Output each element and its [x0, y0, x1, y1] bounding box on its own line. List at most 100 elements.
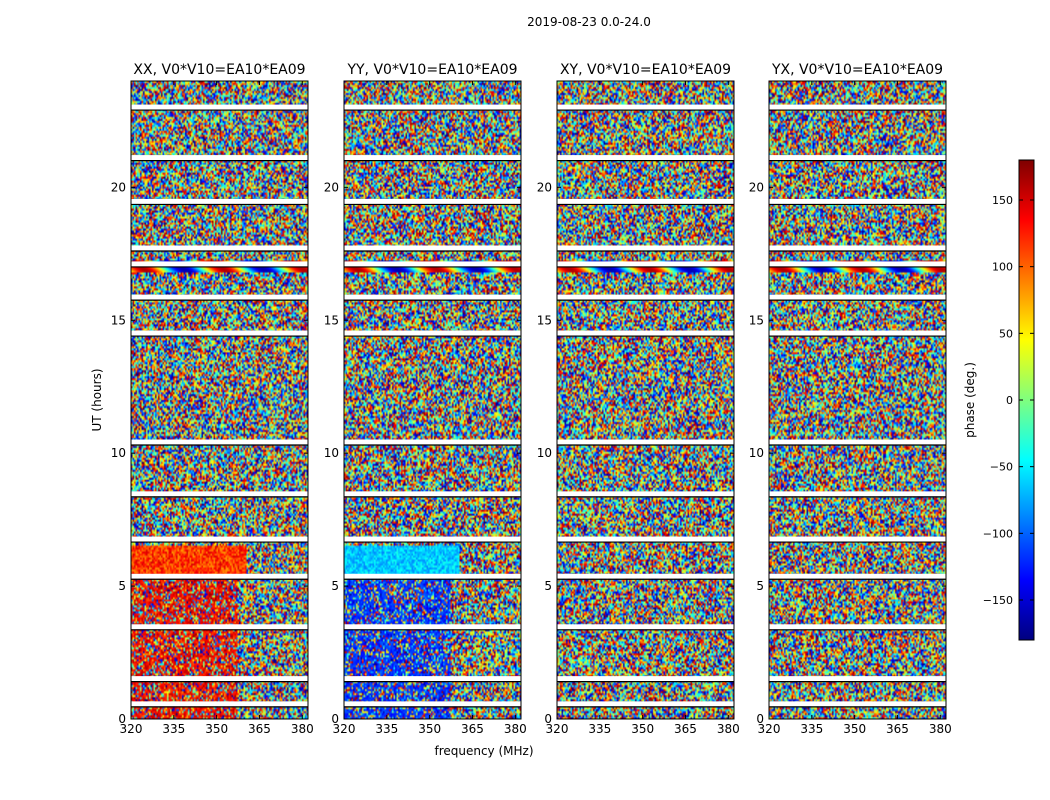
x-tick-label: 365: [461, 722, 484, 736]
x-tick-label: 350: [205, 722, 228, 736]
data-gap: [344, 439, 521, 445]
x-tick-label: 335: [162, 722, 185, 736]
x-tick-label: 320: [758, 722, 781, 736]
data-gap: [557, 676, 734, 682]
panel-yy: YY, V0*V10=EA10*EA09 320 335 350 365 380 0 5 10 1…: [324, 62, 527, 736]
colorbar-tick-label: 100: [992, 261, 1013, 274]
x-tick-label: 335: [588, 722, 611, 736]
data-gap: [344, 676, 521, 682]
colorbar-label: phase (deg.): [963, 362, 977, 438]
panel-xx: XX, V0*V10=EA10*EA09 320 335 350 365 380 0 5 10 1…: [111, 62, 314, 736]
data-gap: [131, 573, 308, 579]
y-tick-label: 10: [537, 446, 552, 460]
data-gap: [557, 330, 734, 336]
data-gap: [131, 676, 308, 682]
data-gap: [131, 491, 308, 497]
y-tick-label: 20: [537, 180, 552, 194]
data-gap: [557, 294, 734, 300]
y-tick-label: 5: [118, 579, 126, 593]
x-tick-label: 350: [631, 722, 654, 736]
data-gap: [769, 491, 946, 497]
panel-frame: [130, 80, 309, 720]
y-tick-label: 0: [544, 712, 552, 726]
data-gap: [769, 624, 946, 630]
x-tick-label: 380: [929, 722, 952, 736]
data-gap: [769, 198, 946, 204]
data-gap: [344, 573, 521, 579]
heatmap-image-xy: [557, 81, 734, 719]
x-tick-label: 365: [248, 722, 271, 736]
y-tick-label: 5: [544, 579, 552, 593]
data-gap: [131, 439, 308, 445]
x-tick-label: 320: [120, 722, 143, 736]
x-tick-label: 350: [418, 722, 441, 736]
x-tick-label: 380: [291, 722, 314, 736]
y-tick-label: 5: [756, 579, 764, 593]
y-tick-label: 10: [324, 446, 339, 460]
x-tick-label: 365: [886, 722, 909, 736]
x-axis-label: frequency (MHz): [434, 744, 533, 758]
data-gap: [769, 294, 946, 300]
data-gap: [557, 573, 734, 579]
y-tick-label: 0: [331, 712, 339, 726]
data-gap: [131, 536, 308, 542]
data-gap: [557, 536, 734, 542]
data-gap: [769, 439, 946, 445]
x-tick-label: 350: [843, 722, 866, 736]
panel-xy: XY, V0*V10=EA10*EA09 320 335 350 365 380 0 5 10 1…: [537, 62, 740, 736]
data-gap: [344, 491, 521, 497]
colorbar-tick-label: 50: [999, 327, 1013, 340]
data-gap: [557, 155, 734, 161]
colorbar-tick-label: 0: [1006, 394, 1013, 407]
data-gap: [557, 439, 734, 445]
data-gap: [769, 701, 946, 707]
data-gap: [557, 491, 734, 497]
data-gap: [131, 294, 308, 300]
x-tick-label: 320: [546, 722, 569, 736]
data-gap: [344, 701, 521, 707]
panel-title: YY, V0*V10=EA10*EA09: [346, 62, 517, 78]
figure-suptitle: 2019-08-23 0.0-24.0: [527, 15, 651, 29]
x-tick-label: 320: [333, 722, 356, 736]
data-gap: [131, 624, 308, 630]
colorbar-tick-label: −50: [990, 461, 1013, 474]
data-gap: [344, 294, 521, 300]
data-gap: [131, 155, 308, 161]
data-gap: [131, 104, 308, 110]
data-gap: [557, 261, 734, 267]
colorbar-tick-label: 150: [992, 194, 1013, 207]
y-tick-label: 5: [331, 579, 339, 593]
data-gap: [344, 330, 521, 336]
y-tick-label: 10: [749, 446, 764, 460]
data-gap: [557, 624, 734, 630]
panel-title: YX, V0*V10=EA10*EA09: [771, 62, 943, 78]
data-gap: [769, 676, 946, 682]
data-gap: [557, 198, 734, 204]
y-tick-label: 0: [756, 712, 764, 726]
y-axis-label: UT (hours): [90, 368, 104, 431]
data-gap: [769, 245, 946, 251]
data-gap: [344, 198, 521, 204]
x-tick-label: 380: [717, 722, 740, 736]
x-tick-label: 335: [375, 722, 398, 736]
x-tick-label: 380: [504, 722, 527, 736]
x-tick-label: 365: [674, 722, 697, 736]
data-gap: [344, 155, 521, 161]
panel-yx: YX, V0*V10=EA10*EA09 320 335 350 365 380 0 5 10 1…: [749, 62, 952, 736]
y-tick-label: 10: [111, 446, 126, 460]
x-tick-label: 335: [800, 722, 823, 736]
panel-frame: [343, 80, 522, 720]
y-tick-label: 15: [537, 313, 552, 327]
colorbar: 150 100 50 0 −50 −100 −150 phase (deg.): [963, 159, 1035, 641]
data-gap: [769, 330, 946, 336]
data-gap: [557, 245, 734, 251]
y-tick-label: 20: [324, 180, 339, 194]
y-tick-label: 0: [118, 712, 126, 726]
data-gap: [344, 245, 521, 251]
y-tick-label: 15: [749, 313, 764, 327]
y-tick-label: 20: [749, 180, 764, 194]
data-gap: [131, 198, 308, 204]
colorbar-tick-label: −150: [983, 594, 1013, 607]
data-gap: [131, 330, 308, 336]
